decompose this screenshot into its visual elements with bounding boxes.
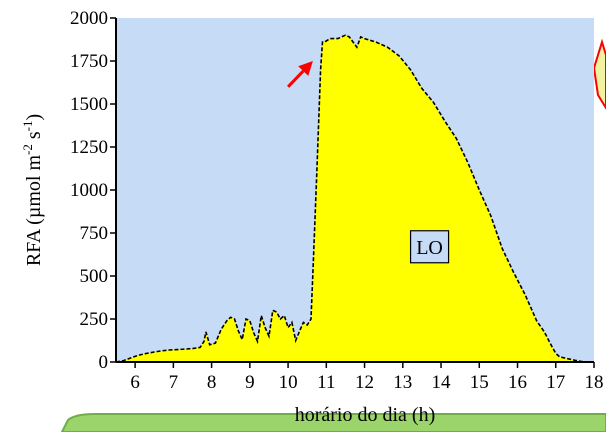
x-tick-label: 14 bbox=[432, 372, 452, 393]
x-tick-label: 7 bbox=[169, 372, 179, 393]
x-tick-label: 6 bbox=[130, 372, 140, 393]
x-tick-label: 15 bbox=[470, 372, 489, 393]
y-tick-label: 500 bbox=[80, 266, 109, 287]
area-fill bbox=[116, 35, 587, 362]
area-layer bbox=[115, 34, 587, 363]
y-tick-label: 2000 bbox=[70, 8, 108, 29]
arrow-icon bbox=[286, 70, 305, 88]
x-tick-label: 8 bbox=[207, 372, 217, 393]
tick-marks bbox=[110, 17, 595, 368]
y-tick-label: 1500 bbox=[70, 94, 108, 115]
x-tick-label: 18 bbox=[585, 372, 604, 393]
y-tick-label: 0 bbox=[99, 352, 109, 373]
y-axis-title: RFA (µmol m-2 s-1) bbox=[20, 114, 45, 266]
annotation: LO bbox=[409, 230, 450, 264]
y-axis-title-end: ) bbox=[23, 114, 45, 121]
x-tick-label: 11 bbox=[317, 372, 335, 393]
arrow-head-icon bbox=[298, 61, 313, 76]
annotation-label-lo: LO bbox=[416, 237, 443, 259]
y-axis-title-exp1: -2 bbox=[20, 144, 35, 155]
arrow bbox=[286, 61, 313, 88]
tick-labels: 0 250 500 750 1000 1250 1500 1750 2000 6 7 8 9 10 11 12… bbox=[70, 8, 604, 393]
y-axis-title-exp2: -1 bbox=[20, 121, 35, 132]
side-callout-shape bbox=[592, 38, 606, 110]
y-tick-label: 1250 bbox=[70, 137, 108, 158]
series-line bbox=[115, 34, 587, 363]
x-tick-label: 17 bbox=[546, 372, 565, 393]
y-tick-label: 750 bbox=[80, 223, 109, 244]
x-tick-label: 10 bbox=[279, 372, 298, 393]
y-tick-label: 1000 bbox=[70, 180, 108, 201]
y-tick-label: 1750 bbox=[70, 51, 108, 72]
x-tick-label: 12 bbox=[355, 372, 374, 393]
x-tick-label: 9 bbox=[245, 372, 255, 393]
y-axis-title-mid: s bbox=[23, 131, 45, 144]
x-tick-label: 16 bbox=[508, 372, 527, 393]
annotation-box bbox=[409, 230, 450, 264]
bottom-banner-shape bbox=[60, 413, 606, 432]
y-axis-title-main: RFA (µmol m bbox=[23, 155, 45, 267]
x-axis-title: horário do dia (h) bbox=[295, 404, 436, 426]
x-tick-label: 13 bbox=[393, 372, 412, 393]
y-tick-label: 250 bbox=[80, 309, 109, 330]
